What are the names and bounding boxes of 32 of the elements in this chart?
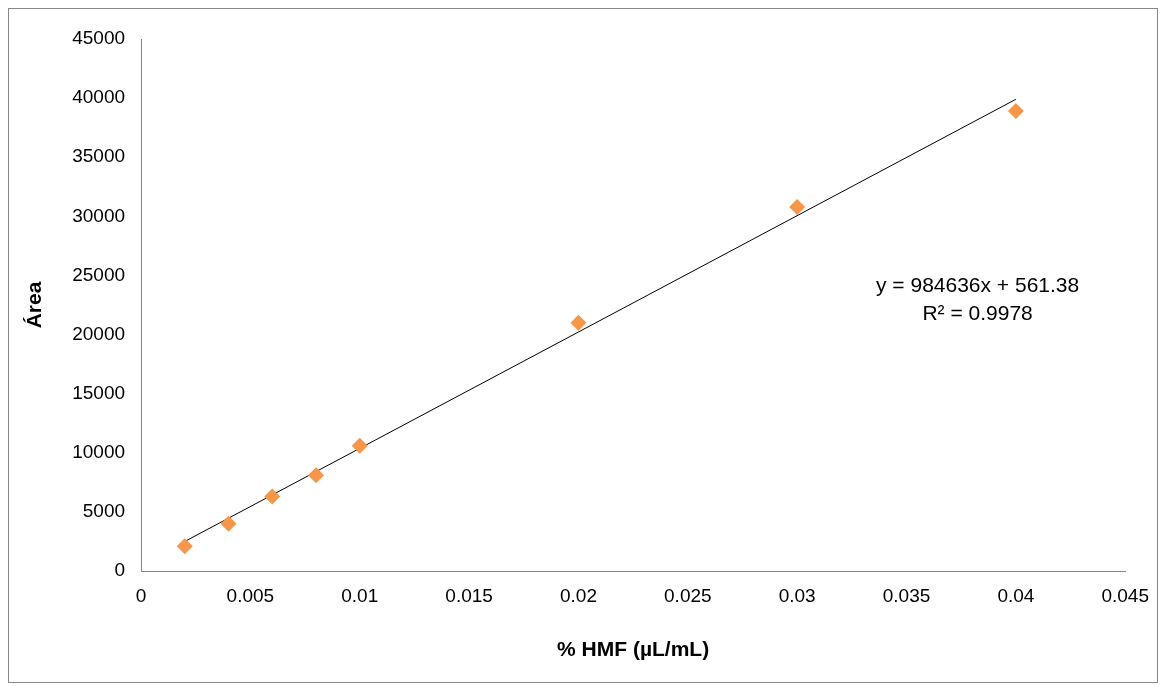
y-tick-label: 40000 (72, 86, 126, 108)
point (220, 515, 237, 532)
x-tick-label: 0.01 (341, 584, 379, 606)
x-tick-label: 0.025 (664, 584, 712, 606)
x-tick-label: 0.035 (882, 584, 931, 606)
y-tick-label: 0 (114, 559, 126, 581)
point (789, 198, 806, 215)
y-tick-label: 30000 (72, 204, 126, 226)
x-tick-label: 0.005 (226, 584, 275, 606)
y-tick-label: 35000 (72, 145, 126, 167)
point (570, 314, 587, 331)
y-axis-title: Área (22, 281, 46, 329)
x-tick-label: 0.02 (559, 584, 597, 606)
x-tick-label: 0.04 (997, 584, 1035, 606)
x-axis-title: % HMF (µL/mL) (557, 637, 710, 661)
point (351, 437, 368, 454)
point (1007, 103, 1024, 120)
point (264, 488, 281, 505)
x-tick-label: 0.03 (778, 584, 816, 606)
y-tick-label: 15000 (72, 381, 126, 403)
y-tick-label: 20000 (72, 322, 126, 344)
x-tick-label: 0.045 (1101, 584, 1149, 606)
x-tick-label: 0 (135, 584, 147, 606)
y-tick-label: 45000 (72, 27, 126, 49)
annotation: y = 984636x + 561.38 (876, 273, 1080, 297)
y-tick-label: 10000 (72, 441, 126, 463)
point (176, 538, 193, 555)
y-tick-label: 5000 (82, 500, 126, 522)
annotation: R² = 0.9978 (922, 301, 1033, 325)
x-tick-label: 0.015 (445, 584, 493, 606)
point (308, 467, 324, 484)
y-tick-label: 25000 (72, 263, 126, 285)
